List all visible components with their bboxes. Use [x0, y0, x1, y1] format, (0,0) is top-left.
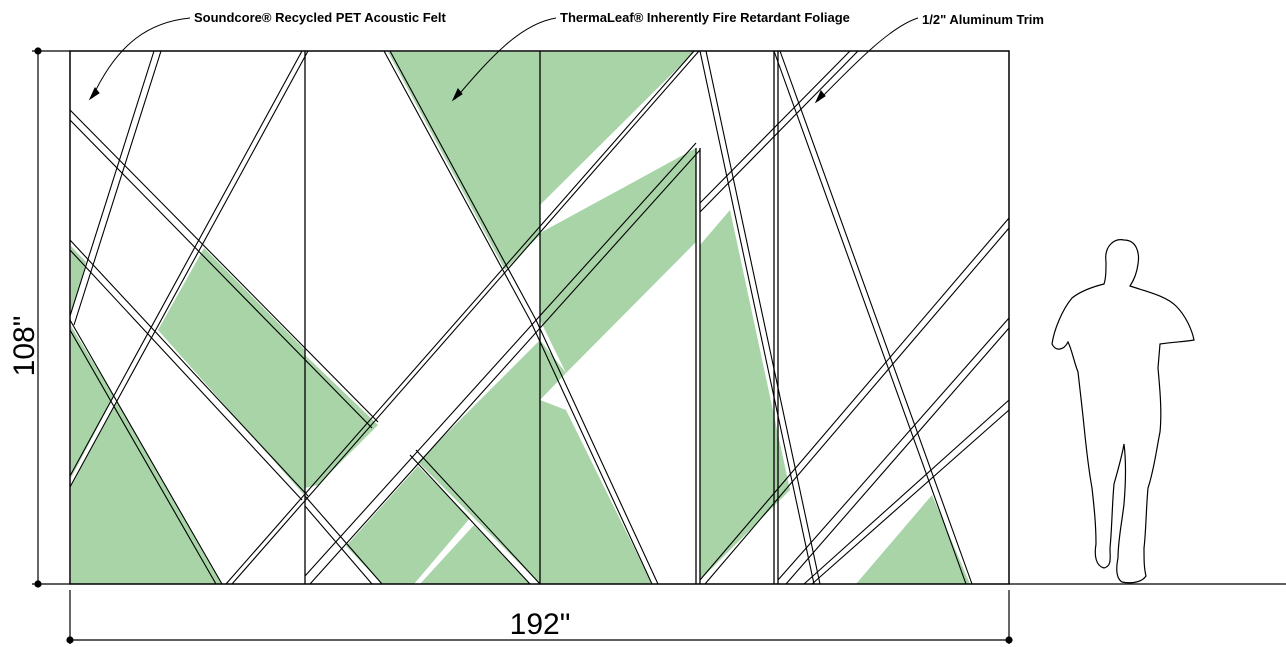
- diagonal-trim: [304, 142, 697, 577]
- width-dimension-label: 192": [510, 608, 571, 641]
- diagonal-trim: [304, 495, 383, 585]
- diagonal-trim: [529, 319, 653, 585]
- diagonal-trim: [811, 409, 1010, 585]
- diagonal-trim: [785, 327, 1010, 585]
- diagonal-trim: [409, 454, 531, 585]
- foliage-callout-label: ThermaLeaf® Inherently Fire Retardant Fo…: [560, 10, 850, 25]
- diagonal-trim: [389, 50, 537, 321]
- trim-callout-label: 1/2" Aluminum Trim: [922, 12, 1044, 27]
- foliage-panel: [540, 400, 652, 584]
- diagonal-trim: [803, 399, 1010, 585]
- foliage-panel: [346, 466, 470, 584]
- diagonal-trim: [69, 329, 217, 585]
- diagonal-trim: [535, 319, 659, 585]
- callout-leaders: [88, 17, 919, 104]
- height-dimension-label: 108": [8, 316, 41, 377]
- felt-leader: [91, 17, 191, 99]
- height-dimension: [32, 47, 70, 588]
- diagonal-trim: [69, 50, 309, 488]
- diagonal-trim: [704, 227, 1010, 585]
- diagonal-trim: [231, 50, 700, 585]
- width-dot-right: [1005, 636, 1013, 644]
- diagonal-trim: [304, 505, 373, 585]
- foliage-panel: [418, 340, 540, 584]
- felt-arrowhead: [88, 87, 100, 101]
- diagonal-trim: [773, 50, 967, 585]
- foliage-panel: [540, 148, 696, 373]
- diagonal-trim: [69, 319, 223, 585]
- diagonal-trim: [705, 50, 821, 585]
- diagonal-trim: [69, 249, 303, 501]
- trim-arrowhead: [814, 90, 826, 104]
- diagonal-trim: [699, 50, 859, 213]
- human-scale-figure: [1051, 239, 1195, 584]
- foliage-arrowhead: [451, 88, 463, 102]
- diagonal-trim: [73, 50, 162, 326]
- width-dot-left: [66, 636, 74, 644]
- diagonal-trim: [699, 217, 1010, 581]
- foliage-panel: [856, 495, 970, 584]
- width-dimension: [66, 590, 1013, 644]
- diagonal-trim: [225, 50, 695, 585]
- vertical-trim-lines: [304, 51, 779, 584]
- trim-leader: [817, 17, 919, 102]
- diagonal-trim: [69, 50, 303, 477]
- diagonal-trim: [779, 50, 973, 585]
- foliage-panel: [305, 355, 378, 488]
- foliage-panel: [700, 210, 790, 580]
- diagonal-trim: [309, 149, 701, 585]
- height-dot-top: [34, 47, 42, 55]
- foliage-leader: [454, 17, 557, 100]
- foliage-panel: [158, 248, 305, 496]
- foliage-panel: [420, 525, 530, 584]
- foliage-panels: [71, 52, 970, 584]
- diagonal-trim: [69, 119, 373, 429]
- diagonal-trim: [699, 50, 815, 585]
- diagonal-trim: [69, 50, 155, 317]
- felt-callout-label: Soundcore® Recycled PET Acoustic Felt: [194, 10, 446, 25]
- diagonal-trim: [699, 50, 851, 204]
- diagonal-trim: [415, 449, 541, 585]
- height-dot-bottom: [34, 580, 42, 588]
- diagonal-trim: [69, 109, 379, 423]
- diagonal-trim: [383, 50, 531, 321]
- foliage-panel: [71, 326, 114, 478]
- diagonal-trim-lines: [69, 50, 1010, 585]
- diagonal-trim: [777, 317, 1010, 581]
- diagonal-trim: [69, 239, 309, 497]
- foliage-panel: [540, 52, 694, 205]
- foliage-panel: [388, 52, 540, 270]
- foliage-panel: [71, 402, 222, 584]
